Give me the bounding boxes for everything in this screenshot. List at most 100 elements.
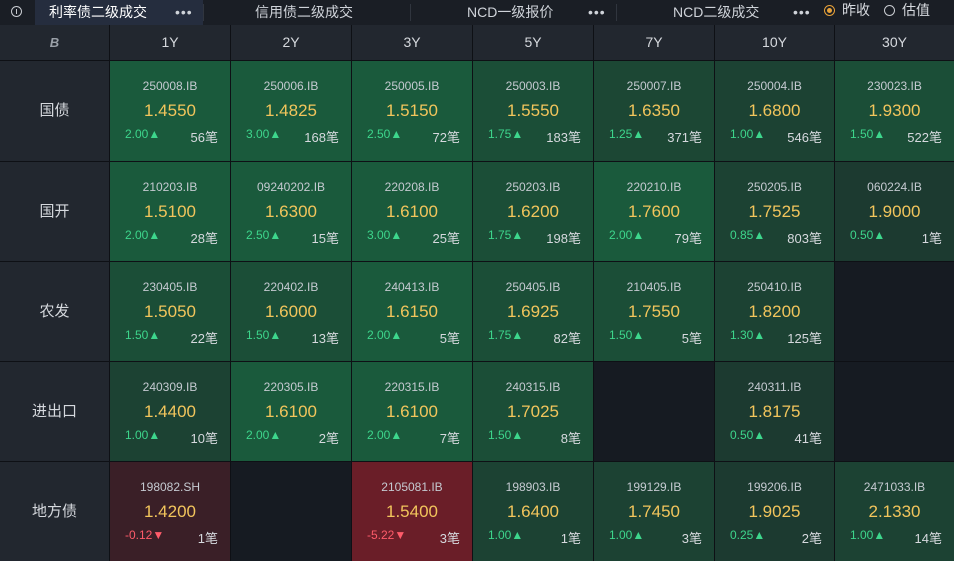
- change-bp: 0.85▲: [730, 228, 766, 242]
- bond-code: 230023.IB: [867, 79, 922, 93]
- row-header[interactable]: 进出口: [0, 362, 109, 461]
- quote-cell[interactable]: 220402.IB 1.6000 1.50▲ 13笔: [231, 262, 351, 361]
- yield-value: 1.4550: [144, 101, 196, 120]
- radio-label: 估值: [902, 2, 930, 18]
- change-bp: 1.00▲: [125, 428, 161, 442]
- yield-value: 1.8175: [748, 402, 801, 421]
- change-bp: -5.22▼: [367, 528, 407, 542]
- bond-code: 250203.IB: [505, 180, 561, 194]
- quote-cell[interactable]: 250006.IB 1.4825 3.00▲ 168笔: [231, 61, 351, 161]
- bond-code: 250205.IB: [747, 180, 802, 194]
- quote-cell[interactable]: 240315.IB 1.7025 1.50▲ 8笔: [473, 362, 593, 461]
- info-icon[interactable]: [11, 6, 22, 17]
- quote-cell[interactable]: 240311.IB 1.8175 0.50▲ 41笔: [715, 362, 834, 461]
- row-header[interactable]: 农发: [0, 262, 109, 361]
- bond-code: 250410.IB: [747, 280, 802, 294]
- trade-count: 5笔: [681, 331, 702, 346]
- tab-ncd-secondary[interactable]: NCD二级成交 •••: [617, 0, 813, 25]
- trade-count: 82笔: [553, 331, 581, 346]
- more-icon[interactable]: •••: [588, 4, 606, 20]
- tab-rates-secondary[interactable]: 利率债二级成交 •••: [35, 0, 203, 25]
- column-header[interactable]: 2Y: [231, 25, 351, 60]
- tab-credit-secondary[interactable]: 信用债二级成交: [204, 0, 410, 25]
- quote-cell[interactable]: 250008.IB 1.4550 2.00▲ 56笔: [110, 61, 230, 161]
- yield-value: 1.7600: [628, 202, 680, 221]
- trade-count: 22笔: [190, 331, 218, 346]
- bond-code: 220208.IB: [384, 180, 440, 194]
- yield-value: 1.5400: [386, 502, 438, 521]
- yield-value: 1.9000: [868, 202, 921, 221]
- change-bp: 2.00▲: [367, 428, 403, 442]
- quote-cell[interactable]: 250203.IB 1.6200 1.75▲ 198笔: [473, 162, 593, 261]
- tab-label: 利率债二级成交: [49, 4, 147, 20]
- radio-valuation[interactable]: [884, 5, 895, 16]
- quote-cell[interactable]: 230023.IB 1.9300 1.50▲ 522笔: [835, 61, 954, 161]
- change-bp: 1.75▲: [488, 127, 524, 141]
- trade-count: 56笔: [190, 130, 218, 145]
- trade-count: 72笔: [432, 130, 460, 145]
- change-bp: 1.50▲: [850, 127, 886, 141]
- yield-value: 1.6150: [386, 302, 438, 321]
- row-header[interactable]: 地方债: [0, 462, 109, 561]
- tab-ncd-primary[interactable]: NCD一级报价 •••: [411, 0, 616, 25]
- quote-cell[interactable]: 198082.SH 1.4200 -0.12▼ 1笔: [110, 462, 230, 561]
- quote-cell[interactable]: 250405.IB 1.6925 1.75▲ 82笔: [473, 262, 593, 361]
- bond-code: 220315.IB: [384, 380, 440, 394]
- quote-cell[interactable]: 2471033.IB 2.1330 1.00▲ 14笔: [835, 462, 954, 561]
- top-tab-bar: 利率债二级成交 ••• 信用债二级成交 NCD一级报价 ••• NCD二级成交 …: [0, 0, 954, 26]
- quote-cell[interactable]: 250410.IB 1.8200 1.30▲ 125笔: [715, 262, 834, 361]
- quote-cell[interactable]: 230405.IB 1.5050 1.50▲ 22笔: [110, 262, 230, 361]
- bond-code: 199129.IB: [626, 480, 682, 494]
- tab-divider: [203, 4, 204, 21]
- trade-count: 1笔: [921, 231, 942, 246]
- row-header[interactable]: 国开: [0, 162, 109, 261]
- radio-prev-close[interactable]: [824, 5, 835, 16]
- quote-cell[interactable]: 240413.IB 1.6150 2.00▲ 5笔: [352, 262, 472, 361]
- trade-count: 3笔: [439, 531, 460, 546]
- yield-value: 1.4825: [265, 101, 317, 120]
- quote-cell[interactable]: 2105081.IB 1.5400 -5.22▼ 3笔: [352, 462, 472, 561]
- change-bp: 3.00▲: [367, 228, 403, 242]
- more-icon[interactable]: •••: [793, 4, 811, 20]
- quote-cell[interactable]: 250007.IB 1.6350 1.25▲ 371笔: [594, 61, 714, 161]
- quote-cell[interactable]: 210405.IB 1.7550 1.50▲ 5笔: [594, 262, 714, 361]
- quote-cell[interactable]: 198903.IB 1.6400 1.00▲ 1笔: [473, 462, 593, 561]
- yield-value: 1.6200: [507, 202, 559, 221]
- change-bp: 1.50▲: [488, 428, 524, 442]
- quote-cell[interactable]: 199206.IB 1.9025 0.25▲ 2笔: [715, 462, 834, 561]
- row-header[interactable]: 国债: [0, 61, 109, 161]
- column-header[interactable]: 7Y: [594, 25, 714, 60]
- quote-cell[interactable]: 250005.IB 1.5150 2.50▲ 72笔: [352, 61, 472, 161]
- column-header[interactable]: 3Y: [352, 25, 472, 60]
- tab-label: NCD二级成交: [673, 4, 760, 20]
- column-header[interactable]: 1Y: [110, 25, 230, 60]
- trade-count: 1笔: [197, 531, 218, 546]
- more-icon[interactable]: •••: [175, 4, 193, 20]
- yield-matrix: B 1Y 2Y 3Y 5Y 7Y 10Y 30Y 国债 250008.IB 1.4550 2.00▲ 5…: [0, 25, 954, 561]
- trade-count: 371笔: [667, 130, 702, 145]
- quote-cell[interactable]: 240309.IB 1.4400 1.00▲ 10笔: [110, 362, 230, 461]
- column-header[interactable]: 30Y: [835, 25, 954, 60]
- quote-cell[interactable]: 220305.IB 1.6100 2.00▲ 2笔: [231, 362, 351, 461]
- trade-count: 3笔: [681, 531, 702, 546]
- bond-code: 240311.IB: [747, 380, 802, 394]
- yield-value: 1.6925: [507, 302, 559, 321]
- change-bp: 2.50▲: [246, 228, 282, 242]
- quote-cell[interactable]: 250004.IB 1.6800 1.00▲ 546笔: [715, 61, 834, 161]
- column-header[interactable]: 10Y: [715, 25, 834, 60]
- bond-code: 198903.IB: [505, 480, 561, 494]
- trade-count: 183笔: [546, 130, 581, 145]
- tab-divider: [410, 4, 411, 21]
- quote-cell[interactable]: 250205.IB 1.7525 0.85▲ 803笔: [715, 162, 834, 261]
- yield-value: 1.6100: [265, 402, 317, 421]
- quote-cell[interactable]: 09240202.IB 1.6300 2.50▲ 15笔: [231, 162, 351, 261]
- trade-count: 14笔: [914, 531, 942, 546]
- quote-cell[interactable]: 060224.IB 1.9000 0.50▲ 1笔: [835, 162, 954, 261]
- quote-cell[interactable]: 199129.IB 1.7450 1.00▲ 3笔: [594, 462, 714, 561]
- quote-cell[interactable]: 220208.IB 1.6100 3.00▲ 25笔: [352, 162, 472, 261]
- quote-cell[interactable]: 220210.IB 1.7600 2.00▲ 79笔: [594, 162, 714, 261]
- column-header[interactable]: 5Y: [473, 25, 593, 60]
- quote-cell[interactable]: 210203.IB 1.5100 2.00▲ 28笔: [110, 162, 230, 261]
- quote-cell[interactable]: 220315.IB 1.6100 2.00▲ 7笔: [352, 362, 472, 461]
- quote-cell[interactable]: 250003.IB 1.5550 1.75▲ 183笔: [473, 61, 593, 161]
